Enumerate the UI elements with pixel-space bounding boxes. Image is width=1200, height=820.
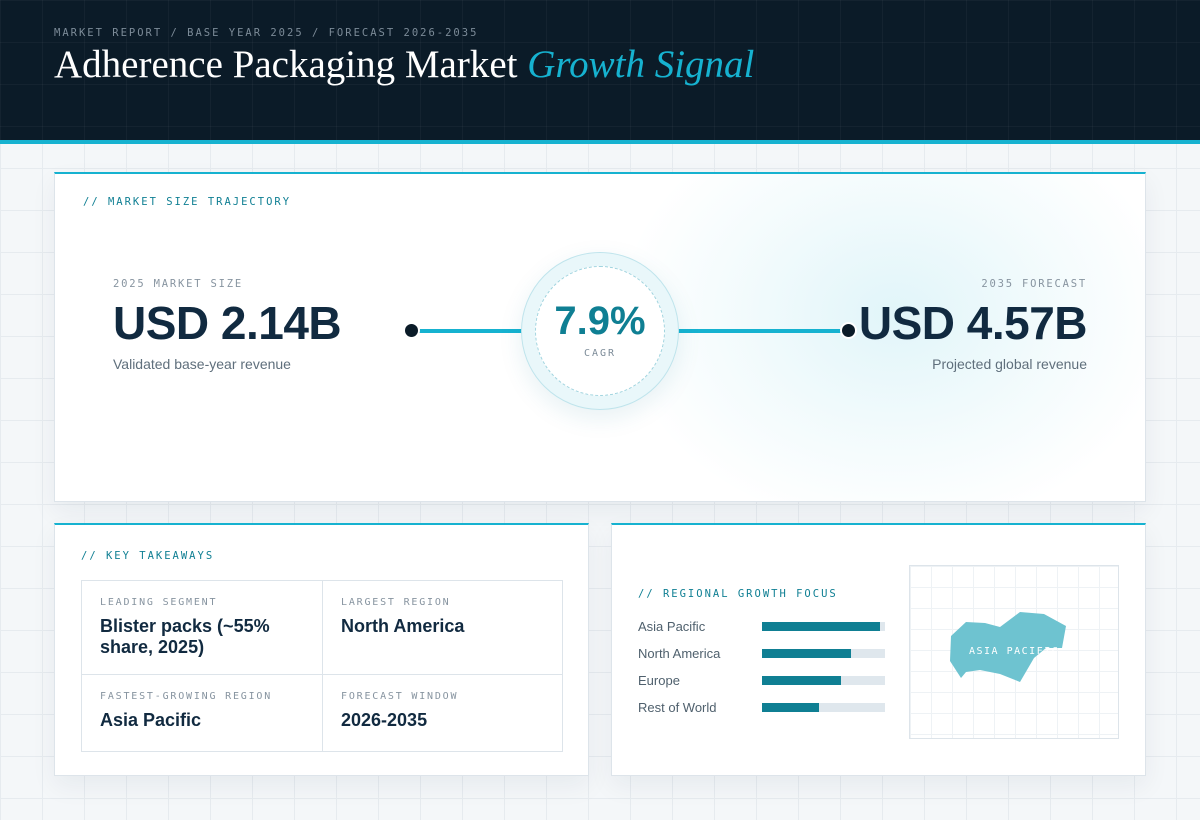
forecast-caption: Projected global revenue [932, 356, 1087, 372]
region-bar-track [762, 676, 885, 685]
region-bar-track [762, 703, 885, 712]
page-title: Adherence Packaging Market Growth Signal [54, 42, 754, 87]
cagr-badge: 7.9% CAGR [521, 252, 679, 410]
takeaway-cell: LEADING SEGMENT Blister packs (~55% shar… [82, 581, 322, 674]
takeaway-value: North America [341, 616, 465, 636]
takeaway-value: Asia Pacific [100, 710, 202, 730]
takeaways-grid: LEADING SEGMENT Blister packs (~55% shar… [81, 580, 563, 752]
trajectory-line-right [675, 329, 845, 333]
market-size-trajectory-card: // MARKET SIZE TRAJECTORY 2025 MARKET SI… [54, 172, 1146, 502]
map-region-label: ASIA PACIFIC [969, 646, 1060, 657]
title-main: Adherence Packaging Market [54, 43, 518, 86]
region-bar-label: Asia Pacific [638, 619, 706, 634]
region-bar-fill [762, 703, 819, 712]
region-bar-label: North America [638, 646, 721, 661]
region-bar-track [762, 622, 885, 631]
forecast-block: 2035 FORECAST USD 4.57B Projected global… [858, 278, 1088, 372]
region-bar-fill [762, 622, 881, 631]
region-bar-row: North America [638, 644, 888, 671]
asia-pacific-shape [950, 612, 1066, 682]
page-header: MARKET REPORT / BASE YEAR 2025 / FORECAS… [0, 0, 1200, 144]
trajectory-line-left [417, 329, 525, 333]
takeaway-cell: LARGEST REGION North America [322, 581, 562, 674]
region-bar-track [762, 649, 885, 658]
takeaway-label: LEADING SEGMENT [100, 597, 218, 608]
region-bar-row: Rest of World [638, 698, 888, 725]
cagr-label: CAGR [583, 348, 617, 359]
takeaway-value: Blister packs (~55% share, 2025) [100, 616, 270, 657]
regional-growth-card: // REGIONAL GROWTH FOCUS Asia Pacific No… [611, 523, 1146, 776]
base-year-caption: Validated base-year revenue [113, 356, 291, 372]
region-bar-label: Europe [638, 673, 680, 688]
region-bar-fill [762, 676, 841, 685]
title-accent: Growth Signal [527, 43, 755, 86]
key-takeaways-card: // KEY TAKEAWAYS LEADING SEGMENT Blister… [54, 523, 589, 776]
report-eyebrow: MARKET REPORT / BASE YEAR 2025 / FORECAS… [54, 27, 479, 39]
region-map: ASIA PACIFIC [909, 565, 1119, 739]
region-bar-row: Europe [638, 671, 888, 698]
end-point-dot [840, 322, 857, 339]
takeaway-cell: FORECAST WINDOW 2026-2035 [322, 674, 562, 751]
trajectory-section-label: // MARKET SIZE TRAJECTORY [83, 196, 292, 208]
takeaway-cell: FASTEST-GROWING REGION Asia Pacific [82, 674, 322, 751]
base-year-value: USD 2.14B [113, 297, 342, 349]
base-year-label: 2025 MARKET SIZE [113, 278, 243, 290]
forecast-value: USD 4.57B [858, 297, 1088, 349]
regional-bar-list: Asia Pacific North America Europe Rest o… [638, 617, 888, 725]
cagr-badge-inner: 7.9% CAGR [535, 266, 665, 396]
forecast-label: 2035 FORECAST [981, 278, 1087, 290]
region-bar-label: Rest of World [638, 700, 717, 715]
takeaway-value: 2026-2035 [341, 710, 428, 730]
background-glow [615, 174, 1145, 501]
region-bar-row: Asia Pacific [638, 617, 888, 644]
takeaway-label: LARGEST REGION [341, 597, 451, 608]
takeaways-section-label: // KEY TAKEAWAYS [81, 550, 215, 562]
regional-section-label: // REGIONAL GROWTH FOCUS [638, 588, 838, 600]
region-bar-fill [762, 649, 851, 658]
takeaway-label: FORECAST WINDOW [341, 691, 459, 702]
takeaway-label: FASTEST-GROWING REGION [100, 691, 273, 702]
base-year-block: 2025 MARKET SIZE USD 2.14B Validated bas… [113, 278, 342, 372]
asia-pacific-map-icon [950, 612, 1066, 682]
start-point-dot [403, 322, 420, 339]
cagr-value: 7.9% [554, 299, 646, 343]
